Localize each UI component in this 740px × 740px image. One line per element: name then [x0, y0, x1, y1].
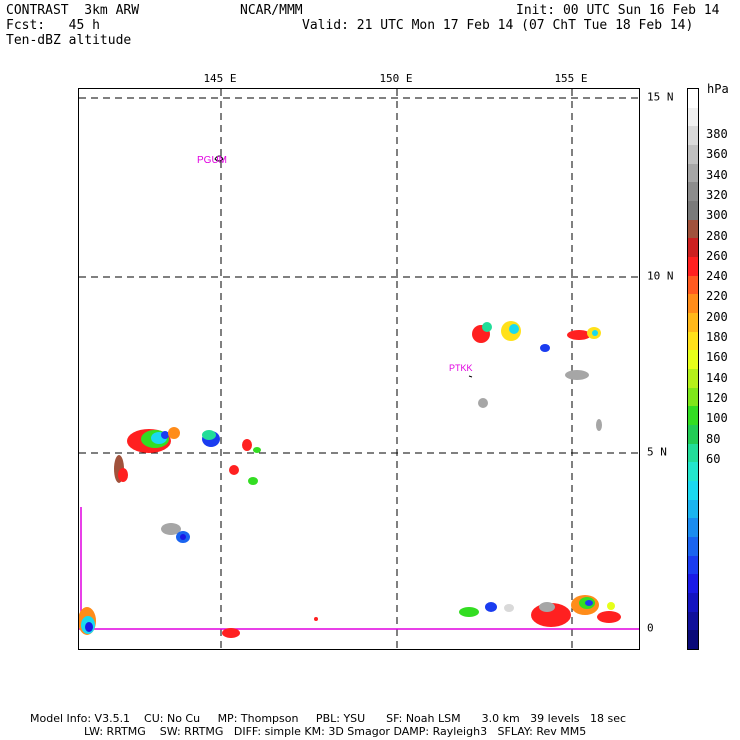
- colorbar-segment: [688, 481, 698, 501]
- station-label-pgum: PGUM: [197, 155, 227, 166]
- domain-boundary: [79, 507, 639, 630]
- colorbar-unit: hPa: [707, 82, 729, 96]
- lat-label-0: 0: [647, 621, 654, 635]
- colorbar-segment: [688, 145, 698, 165]
- model-info-line2: LW: RRTMG SW: RRTMG DIFF: simple KM: 3D …: [84, 725, 587, 738]
- colorbar-segment: [688, 313, 698, 333]
- graticule: [79, 89, 639, 649]
- colorbar-label: 260: [706, 248, 728, 263]
- colorbar-label: 380: [706, 127, 728, 141]
- colorbar-segment: [688, 331, 698, 351]
- colorbar-label: 240: [706, 269, 728, 284]
- colorbar-label: 280: [706, 228, 728, 243]
- colorbar-label: 160: [706, 350, 728, 365]
- center-name: NCAR/MMM: [240, 3, 303, 18]
- colorbar-label: 200: [706, 309, 728, 324]
- colorbar-segment: [688, 163, 698, 183]
- lon-label-155: 155 E: [554, 72, 588, 85]
- pohnpei-outline: [468, 375, 473, 378]
- lat-label-15: 15 N: [647, 90, 674, 104]
- colorbar-segment: [688, 574, 698, 594]
- colorbar-segment: [688, 443, 698, 463]
- colorbar-label: 140: [706, 370, 728, 385]
- model-title: CONTRAST 3km ARW: [6, 3, 140, 18]
- colorbar-segment: [688, 201, 698, 221]
- forecast-hour: Fcst: 45 h: [6, 18, 100, 33]
- colorbar-segment: [688, 630, 698, 650]
- colorbar-label: 80: [706, 431, 721, 446]
- colorbar-label: 320: [706, 187, 728, 202]
- map-panel: PGUM PTKK: [78, 88, 640, 650]
- colorbar-segment: [688, 611, 698, 631]
- colorbar-segment: [688, 593, 698, 613]
- colorbar-segment: [688, 425, 698, 445]
- colorbar-segment: [688, 350, 698, 370]
- colorbar-segment: [688, 275, 698, 295]
- colorbar-segment: [688, 219, 698, 239]
- lat-label-10: 10 N: [647, 269, 674, 283]
- colorbar-segment: [688, 387, 698, 407]
- colorbar-segment: [688, 107, 698, 127]
- lon-label-150: 150 E: [379, 72, 413, 85]
- init-time: Init: 00 UTC Sun 16 Feb 14: [516, 3, 720, 18]
- colorbar-segment: [688, 182, 698, 202]
- colorbar-label: 340: [706, 167, 728, 182]
- colorbar-label: 300: [706, 208, 728, 223]
- lon-label-145: 145 E: [203, 72, 237, 85]
- echo-cluster-east: [459, 321, 621, 627]
- reflectivity-map: PGUM PTKK: [79, 89, 639, 649]
- echo-cluster-west: [79, 427, 318, 638]
- colorbar-label: 180: [706, 330, 728, 344]
- colorbar-label: 100: [706, 411, 728, 426]
- colorbar-segment: [688, 555, 698, 575]
- colorbar-segment: [688, 462, 698, 482]
- colorbar-segment: [688, 126, 698, 146]
- field-name: Ten-dBZ altitude: [6, 33, 132, 48]
- colorbar-segment: [688, 406, 698, 426]
- valid-time: Valid: 21 UTC Mon 17 Feb 14 (07 ChT Tue …: [302, 18, 694, 33]
- colorbar-segment: [688, 238, 698, 258]
- colorbar-label: 220: [706, 289, 728, 304]
- colorbar-label: 120: [706, 390, 728, 405]
- colorbar-segment: [688, 518, 698, 538]
- colorbar-segment: [688, 89, 698, 109]
- colorbar-segment: [688, 257, 698, 277]
- colorbar-label: 360: [706, 147, 728, 162]
- lat-label-5: 5 N: [647, 445, 667, 459]
- model-info-line1: Model Info: V3.5.1 CU: No Cu MP: Thompso…: [30, 712, 627, 725]
- colorbar-segment: [688, 294, 698, 314]
- guam-outline: [214, 155, 224, 162]
- colorbar-label: 60: [706, 451, 721, 466]
- colorbar-segment: [688, 537, 698, 557]
- colorbar-segment: [688, 369, 698, 389]
- station-label-ptkk: PTKK: [449, 363, 473, 373]
- colorbar-segment: [688, 499, 698, 519]
- colorbar: [687, 88, 699, 650]
